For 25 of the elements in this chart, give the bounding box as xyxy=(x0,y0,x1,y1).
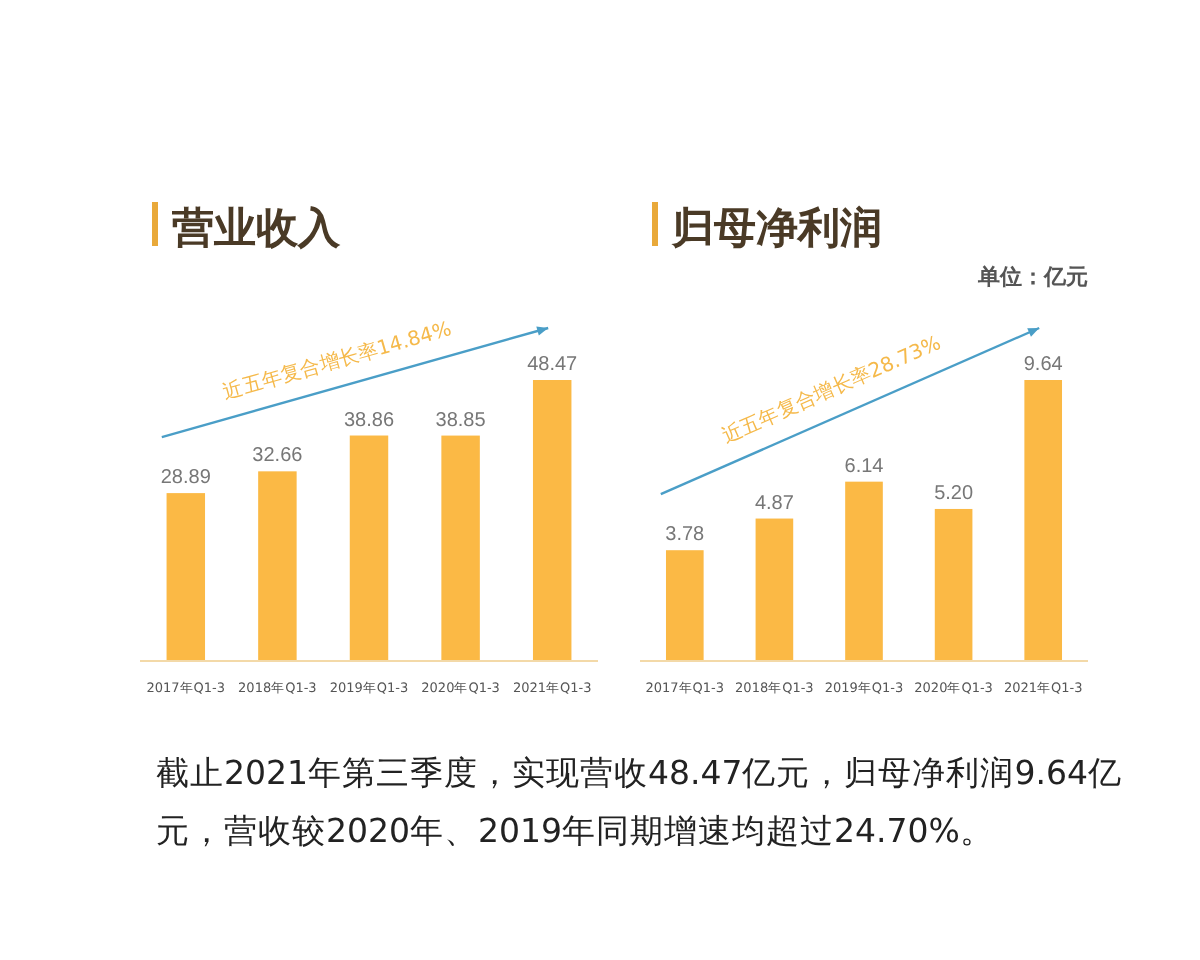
bar xyxy=(166,493,206,660)
bar xyxy=(755,518,794,660)
data-label: 28.89 xyxy=(160,467,212,490)
data-label: 5.20 xyxy=(934,482,974,505)
data-label: 6.14 xyxy=(844,455,885,478)
bar xyxy=(258,471,297,660)
data-label: 3.78 xyxy=(665,524,706,547)
bar xyxy=(934,508,973,660)
data-label: 38.85 xyxy=(435,409,487,432)
bar xyxy=(441,435,480,660)
data-label: 38.86 xyxy=(343,409,395,432)
bar xyxy=(845,481,883,660)
bar xyxy=(1024,380,1063,660)
text: 截止2021年第三季度，实现营收48.47亿元，归母净利润9.64亿元，营收较2020年、2019年同期增速均超过24.70%。 xyxy=(156,752,1124,854)
bar xyxy=(349,435,389,660)
annotation: 近五年复合增长率14.84% xyxy=(220,317,455,405)
data-label: 48.47 xyxy=(527,354,579,376)
bar xyxy=(665,550,704,660)
bar xyxy=(532,380,572,660)
chart-title: 营业收入 xyxy=(170,204,342,252)
data-label: 9.64 xyxy=(1023,354,1064,376)
text: 单位：亿元 xyxy=(976,264,1088,290)
data-label: 32.66 xyxy=(252,445,304,468)
chart-title: 归母净利润 xyxy=(670,204,882,252)
data-label: 4.87 xyxy=(754,492,795,515)
